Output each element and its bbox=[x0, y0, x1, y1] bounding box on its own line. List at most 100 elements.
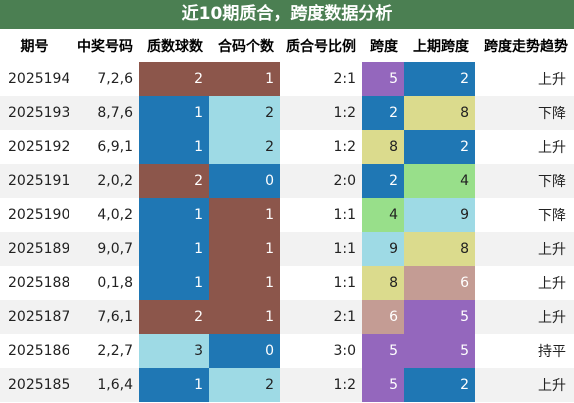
table-row: 2025192 6,9,1 1 2 1:2 8 2 上升 bbox=[0, 130, 574, 164]
cell-trend: 下降 bbox=[475, 96, 574, 130]
cell-issue: 2025190 bbox=[8, 207, 69, 223]
cell-numbers: 2,2,7 bbox=[97, 343, 133, 359]
cell-trend: 上升 bbox=[475, 300, 574, 334]
cell-numbers: 2,0,2 bbox=[69, 164, 139, 198]
table-row: 2025193 8,7,6 1 2 1:2 2 8 下降 bbox=[0, 96, 574, 130]
header-primes: 质数球数 bbox=[139, 29, 209, 62]
cell-composites: 1 bbox=[209, 266, 280, 300]
cell-trend: 上升 bbox=[538, 140, 566, 156]
cell-ratio: 1:1 bbox=[280, 232, 362, 266]
cell-issue: 2025194 bbox=[8, 71, 69, 87]
cell-composites: 2 bbox=[209, 96, 280, 130]
cell-composites: 1 bbox=[209, 300, 280, 334]
cell-trend: 下降 bbox=[538, 208, 566, 224]
cell-primes: 2 bbox=[139, 300, 209, 334]
cell-span: 4 bbox=[362, 198, 404, 232]
cell-numbers: 0,1,8 bbox=[97, 275, 133, 291]
cell-primes: 3 bbox=[139, 334, 209, 368]
header-span: 跨度 bbox=[362, 29, 404, 62]
cell-ratio: 1:2 bbox=[280, 96, 362, 130]
cell-numbers: 4,0,2 bbox=[97, 207, 133, 223]
data-table: 期号 中奖号码 质数球数 合码个数 质合号比例 跨度 上期跨度 跨度走势趋势 2… bbox=[0, 29, 574, 402]
cell-prev-span: 8 bbox=[404, 96, 475, 130]
cell-ratio: 2:1 bbox=[333, 71, 356, 87]
cell-numbers: 7,2,6 bbox=[97, 71, 133, 87]
panel-title: 近10期质合，跨度数据分析 bbox=[0, 0, 574, 29]
cell-prev-span: 5 bbox=[404, 300, 475, 334]
cell-composites: 2 bbox=[209, 368, 280, 402]
cell-primes: 2 bbox=[139, 62, 209, 96]
cell-primes: 1 bbox=[139, 96, 209, 130]
cell-ratio: 1:1 bbox=[333, 275, 356, 291]
cell-primes: 1 bbox=[139, 368, 209, 402]
cell-issue: 2025193 bbox=[0, 96, 69, 130]
cell-trend: 下降 bbox=[475, 164, 574, 198]
cell-composites: 0 bbox=[209, 164, 280, 198]
cell-prev-span: 8 bbox=[404, 232, 475, 266]
cell-trend: 上升 bbox=[475, 232, 574, 266]
cell-numbers: 8,7,6 bbox=[69, 96, 139, 130]
cell-trend: 上升 bbox=[475, 368, 574, 402]
cell-ratio: 2:0 bbox=[280, 164, 362, 198]
table-row: 2025188 0,1,8 1 1 1:1 8 6 上升 bbox=[0, 266, 574, 300]
cell-primes: 1 bbox=[139, 266, 209, 300]
header-row: 期号 中奖号码 质数球数 合码个数 质合号比例 跨度 上期跨度 跨度走势趋势 bbox=[0, 29, 574, 62]
table-row: 2025191 2,0,2 2 0 2:0 2 4 下降 bbox=[0, 164, 574, 198]
cell-trend: 上升 bbox=[538, 276, 566, 292]
cell-span: 5 bbox=[362, 334, 404, 368]
table-row: 2025190 4,0,2 1 1 1:1 4 9 下降 bbox=[0, 198, 574, 232]
cell-issue: 2025189 bbox=[0, 232, 69, 266]
cell-issue: 2025192 bbox=[8, 139, 69, 155]
cell-composites: 1 bbox=[209, 232, 280, 266]
cell-issue: 2025188 bbox=[8, 275, 69, 291]
table-row: 2025185 1,6,4 1 2 1:2 5 2 上升 bbox=[0, 368, 574, 402]
cell-primes: 1 bbox=[139, 130, 209, 164]
cell-prev-span: 4 bbox=[404, 164, 475, 198]
cell-numbers: 7,6,1 bbox=[69, 300, 139, 334]
cell-composites: 1 bbox=[209, 62, 280, 96]
cell-issue: 2025186 bbox=[8, 343, 69, 359]
cell-prev-span: 2 bbox=[404, 62, 475, 96]
cell-ratio: 3:0 bbox=[333, 343, 356, 359]
cell-ratio: 2:1 bbox=[280, 300, 362, 334]
cell-composites: 1 bbox=[209, 198, 280, 232]
table-row: 2025187 7,6,1 2 1 2:1 6 5 上升 bbox=[0, 300, 574, 334]
header-issue: 期号 bbox=[0, 29, 69, 62]
cell-issue: 2025191 bbox=[0, 164, 69, 198]
cell-trend: 上升 bbox=[538, 72, 566, 88]
cell-ratio: 1:2 bbox=[333, 139, 356, 155]
cell-prev-span: 6 bbox=[404, 266, 475, 300]
cell-composites: 0 bbox=[209, 334, 280, 368]
cell-numbers: 1,6,4 bbox=[69, 368, 139, 402]
cell-ratio: 1:2 bbox=[280, 368, 362, 402]
header-composites: 合码个数 bbox=[209, 29, 280, 62]
header-prev-span: 上期跨度 bbox=[404, 29, 475, 62]
table-row: 2025189 9,0,7 1 1 1:1 9 8 上升 bbox=[0, 232, 574, 266]
cell-span: 8 bbox=[362, 130, 404, 164]
cell-issue: 2025187 bbox=[0, 300, 69, 334]
cell-prev-span: 9 bbox=[404, 198, 475, 232]
header-trend: 跨度走势趋势 bbox=[475, 29, 574, 62]
cell-span: 5 bbox=[362, 368, 404, 402]
header-numbers: 中奖号码 bbox=[69, 29, 139, 62]
cell-prev-span: 5 bbox=[404, 334, 475, 368]
cell-trend: 持平 bbox=[538, 344, 566, 360]
cell-primes: 1 bbox=[139, 198, 209, 232]
table-row: 2025194 7,2,6 2 1 2:1 5 2 上升 bbox=[0, 62, 574, 96]
cell-prev-span: 2 bbox=[404, 368, 475, 402]
cell-span: 9 bbox=[362, 232, 404, 266]
header-ratio: 质合号比例 bbox=[280, 29, 362, 62]
cell-span: 5 bbox=[362, 62, 404, 96]
cell-span: 2 bbox=[362, 164, 404, 198]
cell-span: 2 bbox=[362, 96, 404, 130]
cell-numbers: 9,0,7 bbox=[69, 232, 139, 266]
cell-issue: 2025185 bbox=[0, 368, 69, 402]
cell-primes: 1 bbox=[139, 232, 209, 266]
table-row: 2025186 2,2,7 3 0 3:0 5 5 持平 bbox=[0, 334, 574, 368]
cell-span: 8 bbox=[362, 266, 404, 300]
cell-span: 6 bbox=[362, 300, 404, 334]
cell-primes: 2 bbox=[139, 164, 209, 198]
cell-composites: 2 bbox=[209, 130, 280, 164]
cell-numbers: 6,9,1 bbox=[97, 139, 133, 155]
